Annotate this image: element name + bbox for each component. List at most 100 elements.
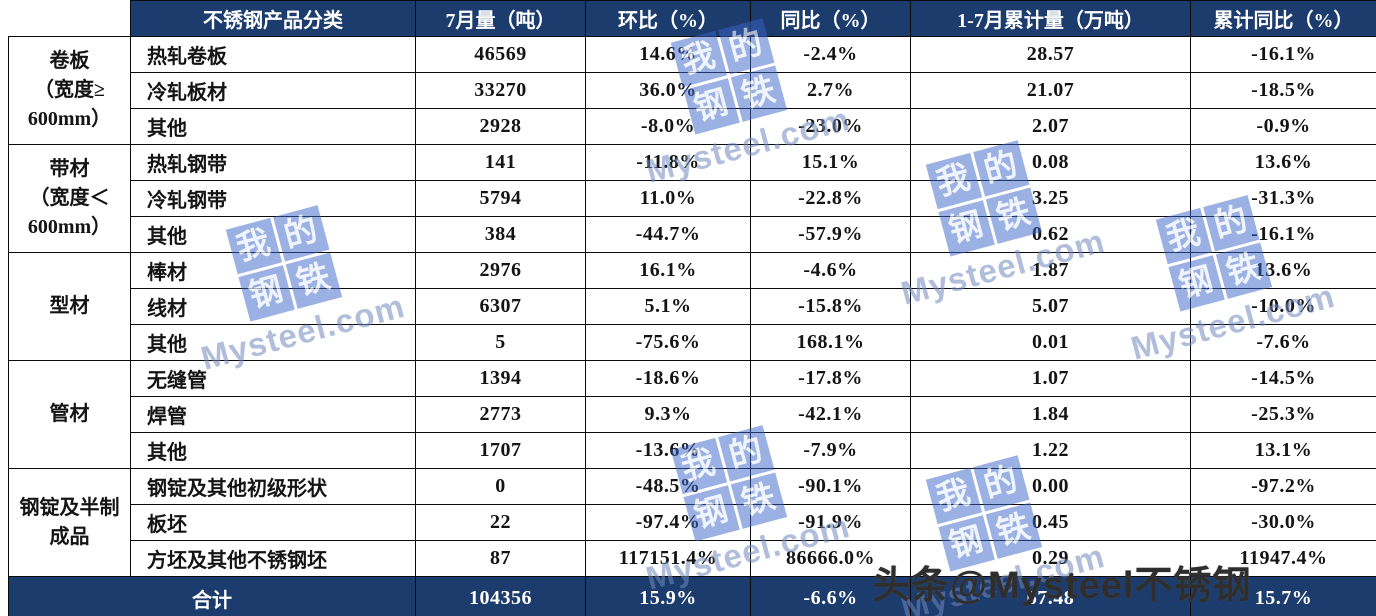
value-cell: 36.0%: [585, 72, 751, 109]
table-row: 线材 6307 5.1% -15.8% 5.07 -10.0%: [9, 288, 1376, 325]
value-cell: -15.8%: [750, 288, 911, 325]
value-cell: -8.0%: [585, 108, 751, 145]
value-cell: 13.6%: [1190, 144, 1376, 181]
table-row: 管材 无缝管 1394 -18.6% -17.8% 1.07 -14.5%: [8, 360, 1376, 469]
value-cell: 1.22: [910, 432, 1191, 469]
value-cell: -11.8%: [585, 144, 751, 181]
category-cell: 钢锭及半制 成品: [8, 468, 131, 577]
product-cell: 热轧钢带: [130, 144, 416, 181]
value-cell: -17.8%: [750, 360, 911, 397]
product-cell: 棒材: [130, 252, 416, 289]
product-cell: 其他: [130, 108, 416, 145]
value-cell: 13.6%: [1190, 252, 1376, 289]
value-cell: 33270: [415, 72, 586, 109]
table-row: 带材 （宽度＜ 600mm） 热轧钢带 141 -11.8% 15.1% 0.0…: [8, 144, 1376, 253]
value-cell: 28.57: [910, 36, 1191, 73]
value-cell: -14.5%: [1190, 360, 1376, 397]
value-cell: 0.62: [910, 216, 1191, 253]
product-cell: 线材: [130, 288, 416, 325]
value-cell: 0.00: [910, 468, 1191, 505]
value-cell: -90.1%: [750, 468, 911, 505]
value-cell: 5: [415, 324, 586, 361]
product-cell: 无缝管: [130, 360, 416, 397]
col-header-cumulative: 1-7月累计量（万吨）: [910, 0, 1191, 37]
table-row: 其他 5 -75.6% 168.1% 0.01 -7.6%: [9, 324, 1376, 361]
value-cell: -10.0%: [1190, 288, 1376, 325]
table-row: 板坯 22 -97.4% -91.9% 0.45 -30.0%: [9, 504, 1376, 541]
value-cell: -42.1%: [750, 396, 911, 433]
value-cell: -48.5%: [585, 468, 751, 505]
col-header-mom: 环比（%）: [585, 0, 751, 37]
value-cell: -0.9%: [1190, 108, 1376, 145]
value-cell: 0.01: [910, 324, 1191, 361]
value-cell: 168.1%: [750, 324, 911, 361]
product-cell: 其他: [130, 216, 416, 253]
value-cell: 0.45: [910, 504, 1191, 541]
total-value-cell: 15.9%: [585, 576, 751, 616]
product-cell: 焊管: [130, 396, 416, 433]
total-value-cell: -6.6%: [750, 576, 911, 616]
value-cell: -7.9%: [750, 432, 911, 469]
value-cell: 46569: [415, 36, 586, 73]
value-cell: -25.3%: [1190, 396, 1376, 433]
product-cell: 板坯: [130, 504, 416, 541]
value-cell: 86666.0%: [750, 540, 911, 577]
value-cell: -97.4%: [585, 504, 751, 541]
value-cell: -57.9%: [750, 216, 911, 253]
value-cell: -97.2%: [1190, 468, 1376, 505]
product-cell: 冷轧钢带: [130, 180, 416, 217]
value-cell: 1.87: [910, 252, 1191, 289]
value-cell: 15.1%: [750, 144, 911, 181]
value-cell: 0: [415, 468, 586, 505]
table-row: 其他 1707 -13.6% -7.9% 1.22 13.1%: [9, 432, 1376, 469]
total-label: 合计: [8, 576, 416, 616]
value-cell: 2773: [415, 396, 586, 433]
table-row: 其他 2928 -8.0% -23.0% 2.07 -0.9%: [9, 108, 1376, 145]
category-cell: 带材 （宽度＜ 600mm）: [8, 144, 131, 253]
value-cell: 14.6%: [585, 36, 751, 73]
value-cell: 22: [415, 504, 586, 541]
value-cell: 13.1%: [1190, 432, 1376, 469]
value-cell: -44.7%: [585, 216, 751, 253]
value-cell: 1707: [415, 432, 586, 469]
value-cell: 6307: [415, 288, 586, 325]
value-cell: 11.0%: [585, 180, 751, 217]
value-cell: 2.7%: [750, 72, 911, 109]
table-row: 卷板 （宽度≥ 600mm） 热轧卷板 46569 14.6% -2.4% 28…: [8, 36, 1376, 145]
toutiao-mysteel-watermark: 头条@Mysteel不锈钢: [872, 565, 1252, 607]
total-row: 合计 104356 15.9% -6.6% 67.48 15.7%: [8, 576, 1376, 616]
value-cell: 1394: [415, 360, 586, 397]
product-cell: 冷轧板材: [130, 72, 416, 109]
category-cell: 卷板 （宽度≥ 600mm）: [8, 36, 131, 145]
table-row: 冷轧板材 33270 36.0% 2.7% 21.07 -18.5%: [9, 72, 1376, 109]
value-cell: -75.6%: [585, 324, 751, 361]
value-cell: 16.1%: [585, 252, 751, 289]
value-cell: 5794: [415, 180, 586, 217]
value-cell: 11947.4%: [1190, 540, 1376, 577]
value-cell: -18.6%: [585, 360, 751, 397]
value-cell: 3.25: [910, 180, 1191, 217]
value-cell: -4.6%: [750, 252, 911, 289]
product-cell: 热轧卷板: [130, 36, 416, 73]
value-cell: 21.07: [910, 72, 1191, 109]
value-cell: -16.1%: [1190, 36, 1376, 73]
product-cell: 方坯及其他不锈钢坯: [130, 540, 416, 577]
value-cell: 2.07: [910, 108, 1191, 145]
product-cell: 钢锭及其他初级形状: [130, 468, 416, 505]
value-cell: -2.4%: [750, 36, 911, 73]
value-cell: 2976: [415, 252, 586, 289]
table-row: 冷轧钢带 5794 11.0% -22.8% 3.25 -31.3%: [9, 180, 1376, 217]
value-cell: -30.0%: [1190, 504, 1376, 541]
value-cell: 0.08: [910, 144, 1191, 181]
value-cell: 1.84: [910, 396, 1191, 433]
value-cell: 87: [415, 540, 586, 577]
value-cell: -23.0%: [750, 108, 911, 145]
category-cell: 型材: [8, 252, 131, 361]
category-cell: 管材: [8, 360, 131, 469]
product-cell: 其他: [130, 432, 416, 469]
col-header-yoy: 同比（%）: [750, 0, 911, 37]
value-cell: -13.6%: [585, 432, 751, 469]
value-cell: 117151.4%: [585, 540, 751, 577]
value-cell: 2928: [415, 108, 586, 145]
